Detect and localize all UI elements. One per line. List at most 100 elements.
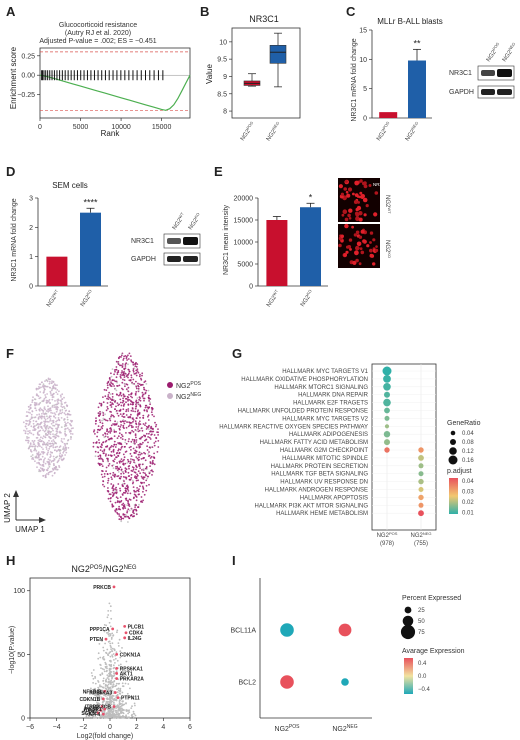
f-cell-neg xyxy=(51,393,54,396)
e-cell xyxy=(343,187,348,191)
e-cell xyxy=(360,229,365,234)
f-cell-neg xyxy=(64,428,66,431)
f-cell-pos xyxy=(96,435,98,438)
f-cell-pos xyxy=(127,500,129,503)
f-cell-pos xyxy=(108,493,111,496)
f-cell-pos xyxy=(119,426,122,428)
h-gene-dot xyxy=(96,701,98,704)
h-gene-dot xyxy=(103,668,105,671)
panel-label-f: F xyxy=(6,346,14,361)
f-cell-neg xyxy=(48,415,51,417)
h-gene-dot xyxy=(124,696,127,699)
f-cell-pos xyxy=(124,372,127,375)
f-cell-pos xyxy=(145,489,148,492)
f-cell-pos xyxy=(157,428,159,430)
f-cell-pos xyxy=(102,441,104,444)
f-cell-pos xyxy=(122,517,125,520)
f-cell-neg xyxy=(46,444,49,447)
f-cell-pos xyxy=(127,515,129,518)
f-cell-pos xyxy=(125,401,127,404)
f-cell-pos xyxy=(132,486,135,488)
f-cell-pos xyxy=(101,424,104,427)
h-gene-dot xyxy=(122,685,125,688)
f-cell-pos xyxy=(142,393,145,396)
h-gene-dot xyxy=(107,631,109,634)
f-cell-pos xyxy=(111,368,114,370)
f-cell-pos xyxy=(98,457,100,460)
h-gene-dot xyxy=(102,686,105,689)
f-cell-pos xyxy=(107,436,109,438)
f-cell-pos xyxy=(115,366,118,368)
f-cell-pos xyxy=(142,457,145,460)
h-gene-dot xyxy=(123,673,125,675)
h-gene-dot xyxy=(111,677,113,680)
f-cell-pos xyxy=(135,490,137,493)
f-cell-pos xyxy=(106,433,109,435)
f-cell-pos xyxy=(99,412,102,415)
e-cells-wt xyxy=(338,179,379,222)
i-dot xyxy=(280,623,294,637)
h-gene-label: PPP1CA xyxy=(90,627,110,633)
f-cell-neg xyxy=(53,415,55,418)
f-cell-neg xyxy=(46,453,49,456)
d-ytick-label: 3 xyxy=(29,196,33,203)
f-cell-pos xyxy=(110,406,113,408)
f-cell-neg xyxy=(38,387,41,390)
h-gene-dot xyxy=(108,680,110,683)
f-cell-neg xyxy=(30,455,33,458)
h-gene-dot xyxy=(116,709,118,712)
f-cell-neg xyxy=(58,450,61,452)
f-cell-neg xyxy=(69,429,72,432)
f-cell-pos xyxy=(126,359,128,361)
h-gene-dot xyxy=(114,716,117,719)
f-cell-neg xyxy=(40,417,43,420)
h-gene-dot xyxy=(117,642,120,644)
f-cell-pos xyxy=(103,436,106,439)
e-cell xyxy=(358,235,363,239)
f-cell-neg xyxy=(45,401,48,404)
h-gene-dot xyxy=(128,711,131,714)
f-cell-neg xyxy=(44,408,47,411)
h-gene-label: PLCB1 xyxy=(128,624,145,630)
e-cell xyxy=(362,197,368,203)
h-gene-dot xyxy=(121,691,124,694)
f-cell-pos xyxy=(120,394,123,397)
e-cell xyxy=(369,231,374,235)
h-gene-dot xyxy=(112,635,114,637)
g-dot xyxy=(418,478,424,485)
f-cell-pos xyxy=(146,426,149,429)
f-cell-neg xyxy=(66,416,69,419)
f-cell-neg xyxy=(51,388,54,390)
f-cell-pos xyxy=(107,490,110,493)
f-cell-pos xyxy=(97,451,100,454)
f-cell-neg xyxy=(52,419,55,422)
h-highlight-dot xyxy=(101,712,105,716)
f-cell-pos xyxy=(138,456,140,459)
f-cell-pos xyxy=(138,375,141,378)
f-cell-pos xyxy=(131,429,134,432)
f-cell-pos xyxy=(111,495,114,498)
f-cell-pos xyxy=(141,429,144,432)
f-cell-pos xyxy=(134,452,137,454)
f-cell-pos xyxy=(121,420,124,422)
f-cell-neg xyxy=(42,429,44,431)
f-cell-pos xyxy=(120,472,122,475)
h-gene-dot xyxy=(90,687,92,690)
f-cell-pos xyxy=(122,359,125,361)
f-cell-neg xyxy=(46,434,49,436)
h-gene-dot xyxy=(109,610,112,612)
e-cell xyxy=(340,192,344,196)
f-cell-pos xyxy=(125,442,128,445)
f-cell-pos xyxy=(97,428,100,431)
h-gene-label: PRKCB xyxy=(93,585,111,591)
f-cell-pos xyxy=(106,419,109,422)
f-cell-pos xyxy=(115,389,118,392)
f-cell-pos xyxy=(106,473,109,475)
f-cell-pos xyxy=(110,454,113,457)
f-cell-neg xyxy=(26,415,29,417)
f-cell-pos xyxy=(113,428,115,431)
f-cell-pos xyxy=(123,379,126,381)
f-cell-neg xyxy=(56,389,59,391)
h-gene-dot xyxy=(104,642,106,645)
